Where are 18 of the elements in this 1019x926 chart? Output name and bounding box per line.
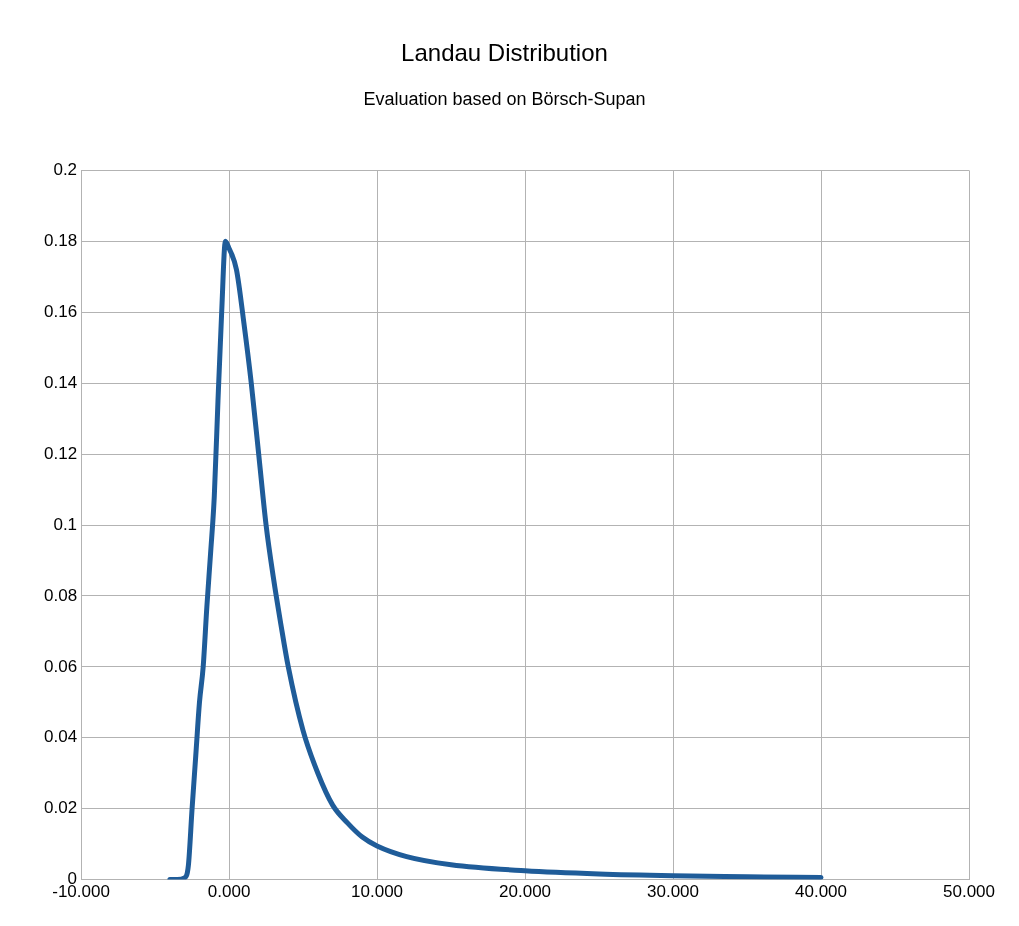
x-tick-label: 10.000: [351, 882, 404, 902]
y-tick-label: 0.04: [43, 727, 78, 747]
y-tick-label: 0.02: [43, 798, 78, 818]
y-tick-label: 0.14: [43, 372, 78, 392]
x-tick-label: 50.000: [943, 882, 995, 902]
x-tick-label: 20.000: [499, 882, 552, 902]
x-tick-label: 0.000: [207, 882, 251, 902]
x-tick-label: 40.000: [795, 882, 848, 902]
y-tick-label: 0.16: [43, 301, 78, 321]
chart-title: Landau Distribution: [401, 39, 608, 67]
y-tick-label: 0.08: [43, 585, 78, 605]
y-tick-label: 0.12: [43, 443, 78, 463]
chart-subtitle: Evaluation based on Börsch-Supan: [363, 88, 646, 109]
x-tick-label: 30.000: [647, 882, 700, 902]
y-tick-label: 0.2: [53, 160, 78, 180]
y-tick-label: 0.06: [43, 656, 78, 676]
y-tick-label: 0.1: [53, 514, 78, 534]
y-tick-label: 0.18: [43, 231, 78, 251]
